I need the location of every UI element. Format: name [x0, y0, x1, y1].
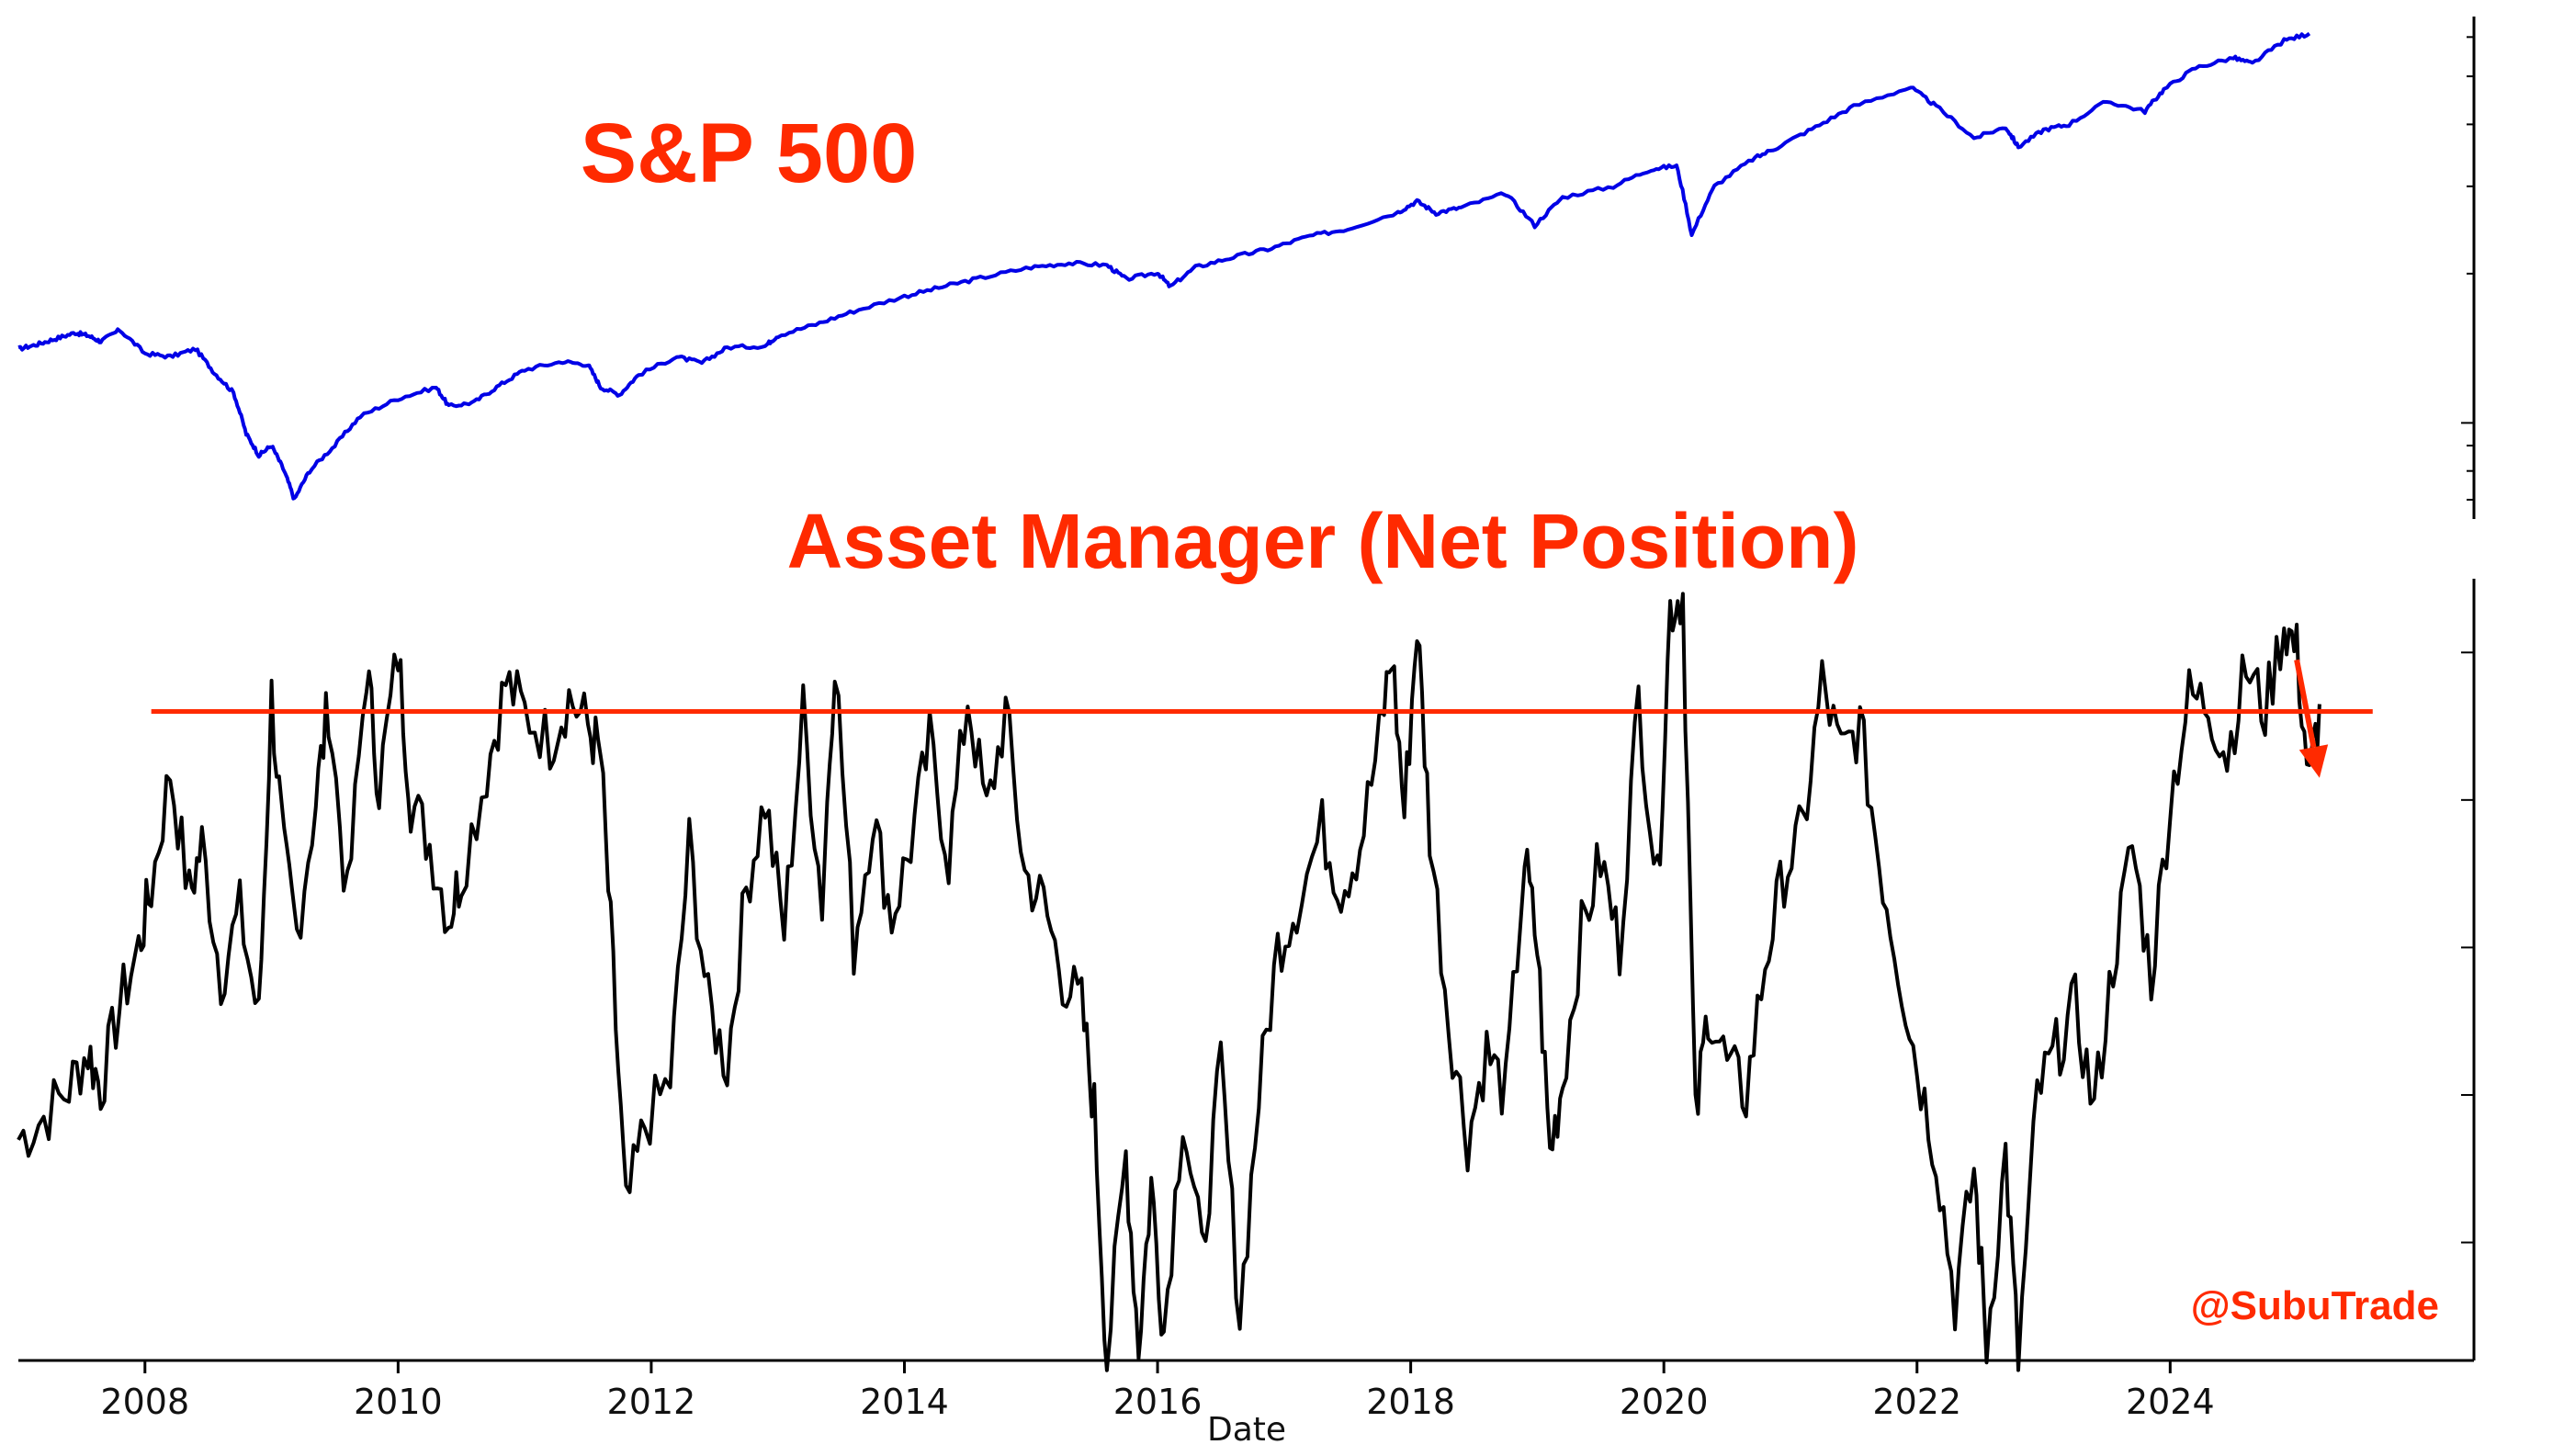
x-tick-label: 2024: [2126, 1382, 2215, 1422]
x-tick-label: 2018: [1366, 1382, 1455, 1422]
sp500-series-line: [17, 31, 2311, 501]
net-position-title: Asset Manager (Net Position): [787, 498, 1859, 584]
x-tick-label: 2010: [354, 1382, 443, 1422]
down-arrow-annotation: [2294, 659, 2329, 778]
x-tick-label: 2020: [1620, 1382, 1709, 1422]
arrow-head: [2298, 744, 2329, 778]
sp500-panel: S&P 500: [17, 17, 2476, 519]
net-position-series-line: [17, 592, 2321, 1372]
sp500-title: S&P 500: [581, 107, 918, 200]
x-tick-label: 2012: [607, 1382, 696, 1422]
x-tick-label: 2022: [1872, 1382, 1961, 1422]
x-tick-label: 2014: [860, 1382, 949, 1422]
watermark-text: @SubuTrade: [2191, 1283, 2439, 1328]
x-tick-label: 2008: [100, 1382, 189, 1422]
x-axis-title: Date: [1207, 1411, 1286, 1449]
x-tick-label: 2016: [1113, 1382, 1203, 1422]
x-ticks: 2008 2010 2012 2014 2016 2018 2020 2022 2024: [100, 1360, 2215, 1422]
net-position-panel: 2008 2010 2012 2014 2016 2018 2020 2022 2024 Ass…: [17, 498, 2476, 1449]
sp500-y-ticks: [2461, 36, 2474, 501]
net-position-y-ticks: [2461, 651, 2474, 1244]
arrow-shaft: [2294, 659, 2317, 748]
